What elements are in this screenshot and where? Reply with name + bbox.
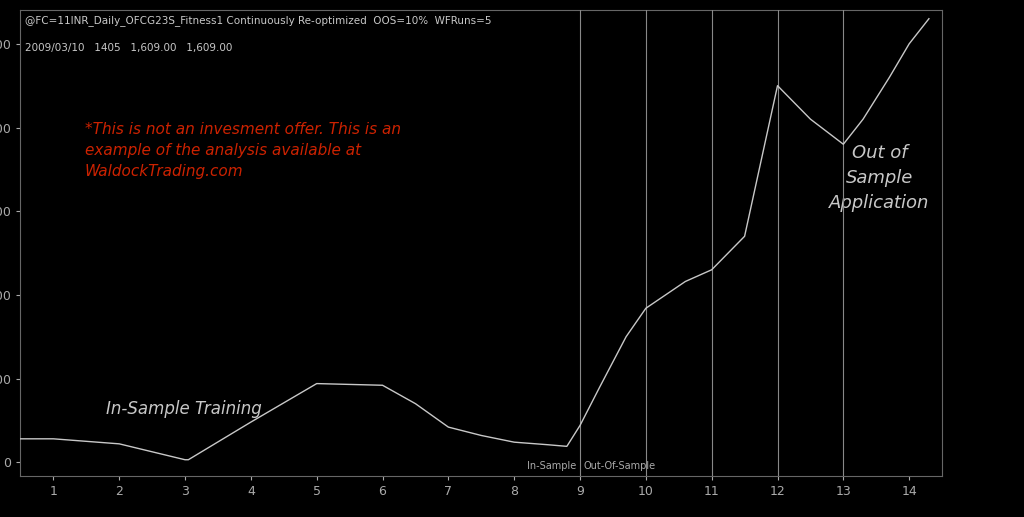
- Text: Out of
Sample
Application: Out of Sample Application: [829, 144, 930, 212]
- Text: In-Sample Training: In-Sample Training: [106, 400, 262, 418]
- Text: In-Sample: In-Sample: [527, 461, 577, 470]
- Text: @FC=11INR_Daily_OFCG23S_Fitness1 Continuously Re-optimized  OOS=10%  WFRuns=5: @FC=11INR_Daily_OFCG23S_Fitness1 Continu…: [25, 15, 492, 26]
- Text: 2009/03/10   1405   1,609.00   1,609.00: 2009/03/10 1405 1,609.00 1,609.00: [25, 43, 232, 53]
- Text: *This is not an invesment offer. This is an
example of the analysis available at: *This is not an invesment offer. This is…: [85, 122, 401, 179]
- Text: Out-Of-Sample: Out-Of-Sample: [584, 461, 655, 470]
